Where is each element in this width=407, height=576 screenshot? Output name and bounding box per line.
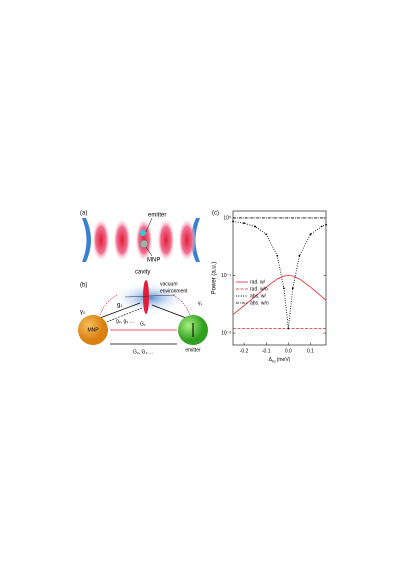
x-axis-symbol: Δ [269, 357, 273, 363]
label: vacuum [160, 281, 178, 287]
label: γ₀ [80, 310, 86, 316]
y-tick-label: 10⁻¹ [221, 273, 231, 279]
panel-label: (c) [212, 211, 219, 217]
cavity-mode [143, 280, 149, 314]
axis [124, 294, 176, 298]
series-line [232, 220, 327, 329]
label: MNP [87, 327, 99, 333]
mirror [82, 218, 91, 262]
data-point [291, 287, 294, 290]
label: g₁ [117, 303, 122, 309]
data-point [309, 233, 312, 236]
label: cavity [135, 270, 150, 276]
label: g₂, g₃ ... [116, 318, 134, 324]
label: MNP [147, 258, 160, 264]
pointer [145, 246, 153, 257]
panel-label: (a) [80, 211, 87, 217]
x-tick-label: 0.0 [285, 348, 292, 354]
coupling [151, 304, 187, 319]
x-axis-unit: (meV) [277, 357, 291, 363]
x-tick-label: -0.1 [262, 348, 271, 354]
panel-b: (b) cavity vacuum environment MNP emitte… [78, 270, 208, 355]
chart: (c) 10⁰ 10⁻¹ 10⁻² -0.2 -0.1 0.0 0.1 Power (a.u.)… [212, 210, 327, 363]
mode-lobe [178, 218, 196, 262]
legend-label: abs. w/ [250, 293, 266, 299]
mode-lobe [92, 218, 110, 262]
y-tick-label: 10⁰ [223, 215, 231, 221]
label: G₁ [140, 321, 146, 327]
x-axis-subscript: bc [272, 359, 276, 363]
decay [99, 294, 119, 316]
legend-label: abs. w/o [250, 300, 269, 306]
label: G₂, G₃ ... [133, 349, 153, 355]
coupling [103, 307, 143, 324]
series-line [232, 275, 327, 315]
emitter-dot [140, 230, 146, 236]
label: emitter [185, 347, 201, 353]
label: environment [160, 288, 188, 294]
mnp-dot [139, 239, 149, 249]
y-axis-label: Power (a.u.) [212, 262, 218, 295]
panel-a: (a) emitter MNP [80, 211, 200, 264]
pointer [145, 217, 153, 233]
data-point [243, 222, 245, 225]
mode-lobe [113, 218, 131, 262]
mode-lobe [157, 218, 175, 262]
label: emitter [148, 213, 166, 219]
x-tick-label: -0.2 [240, 348, 249, 354]
x-tick-label: 0.1 [307, 348, 314, 354]
legend-label: rad. w/ [250, 279, 266, 285]
coupling [99, 302, 141, 319]
decay [171, 294, 191, 316]
legend-label: rad. w/o [250, 286, 268, 292]
panel-label: (b) [80, 283, 87, 289]
label: γ₁ [198, 300, 203, 306]
mnp-sphere [78, 315, 108, 345]
y-tick-label: 10⁻² [221, 330, 231, 336]
plot-frame [232, 210, 327, 346]
x-axis-label: Δbc(meV) [269, 357, 291, 363]
